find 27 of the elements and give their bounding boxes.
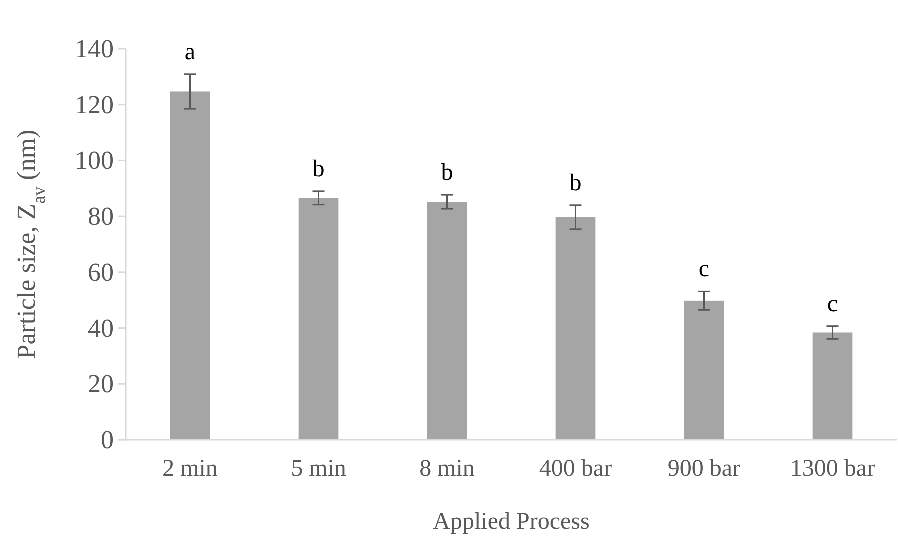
bar xyxy=(170,92,210,440)
annotation: b xyxy=(312,156,325,182)
bar xyxy=(556,217,596,440)
x-tick-label: 400 bar xyxy=(539,456,612,482)
y-tick-label: 60 xyxy=(88,258,114,287)
y-tick-label: 40 xyxy=(88,314,114,343)
x-tick-label: 8 min xyxy=(420,456,475,482)
y-tick-label: 120 xyxy=(75,90,114,120)
y-tick-label: 100 xyxy=(75,146,114,176)
bar xyxy=(427,202,468,440)
bar xyxy=(298,198,339,440)
y-tick-label: 80 xyxy=(88,202,114,232)
x-tick-label: 1300 bar xyxy=(790,456,876,482)
annotation: c xyxy=(827,291,838,318)
annotation: c xyxy=(698,256,710,283)
x-tick-label: 5 min xyxy=(291,456,346,482)
y-tick-label: 20 xyxy=(88,370,114,399)
bar xyxy=(684,300,724,440)
y-tick-label: 0 xyxy=(101,426,114,454)
annotation: b xyxy=(441,160,454,186)
y-tick-label: 140 xyxy=(75,34,114,64)
annotation: a xyxy=(184,39,196,66)
annotation: b xyxy=(570,170,582,196)
x-tick-label: 2 min xyxy=(162,456,218,482)
bar xyxy=(812,332,853,440)
x-tick-label: 900 bar xyxy=(668,456,741,482)
x-axis-title: Applied Process xyxy=(433,509,590,535)
